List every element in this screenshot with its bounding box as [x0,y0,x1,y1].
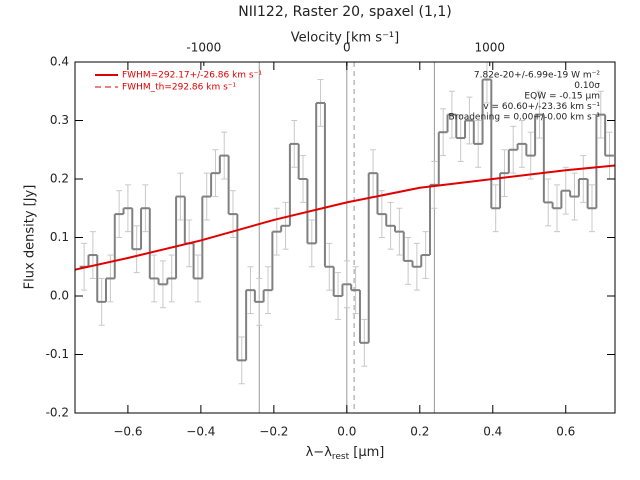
x2-tick-label: -1000 [186,41,221,55]
legend-label: FWHM_th=292.86 km s⁻¹ [122,83,237,93]
x2-tick-label: 1000 [474,41,505,55]
y-tick-label: 0.1 [50,230,69,244]
x-tick-label: −0.4 [186,425,215,439]
y-tick-label: -0.1 [46,347,69,361]
y-tick-label: 0.0 [50,289,69,303]
annotation: v = 60.60+/-23.36 km s⁻¹ [483,102,600,112]
fit-line [74,164,616,271]
annotation: 7.82e-20+/-6.99e-19 W m⁻² [474,71,601,81]
x-tick-label: −0.6 [113,425,142,439]
chart-title: NII122, Raster 20, spaxel (1,1) [238,4,451,20]
y-tick-label: -0.2 [46,406,69,420]
x-tick-label: 0.4 [483,425,502,439]
x-tick-label: 0.6 [556,425,575,439]
y-tick-label: 0.2 [50,172,69,186]
x-tick-label: −0.2 [259,425,288,439]
x-label-part: λ−λ [306,445,333,460]
annotation: EQW = -0.15 μm [524,92,600,102]
y-tick-label: 0.4 [50,55,69,69]
x-tick-label: 0.2 [410,425,429,439]
x-tick-label: 0.0 [337,425,356,439]
annotation: Broadening = 0.00+/-0.00 km s⁻¹ [449,113,601,123]
annotation: 0.10σ [574,81,600,91]
x-label-part: [μm] [349,445,384,460]
y-tick-label: 0.3 [50,113,69,127]
legend-label: FWHM=292.17+/-26.86 km s⁻¹ [122,71,262,81]
y-axis-label: Flux density [Jy] [23,185,38,290]
x2-tick-label: 0 [343,41,351,55]
x-label-sub: rest [332,452,350,462]
x2-axis-label: Velocity [km s⁻¹] [291,31,399,46]
x-axis-label: λ−λrest [μm] [306,445,385,462]
